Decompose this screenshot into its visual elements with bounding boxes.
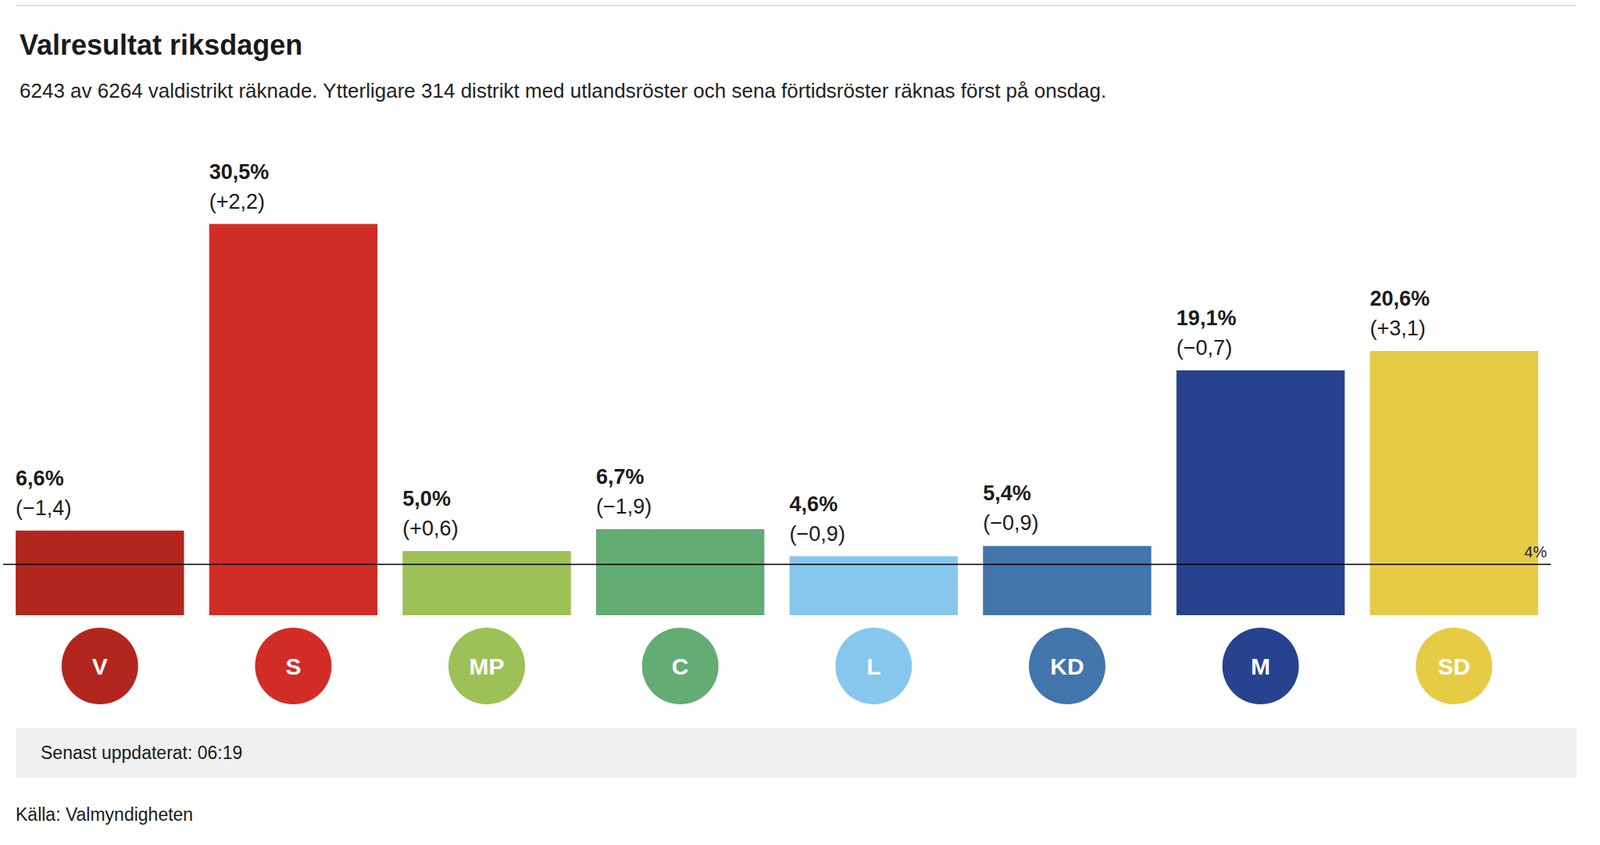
svg-text:Källa: Valmyndigheten: Källa: Valmyndigheten [15, 803, 193, 825]
svg-text:5,0%: 5,0% [402, 486, 451, 511]
svg-text:(−0,9): (−0,9) [982, 510, 1039, 535]
svg-text:19,1%: 19,1% [1176, 306, 1237, 330]
svg-text:4%: 4% [1524, 542, 1547, 561]
svg-text:(−1,4): (−1,4) [15, 496, 72, 520]
svg-text:Senast uppdaterat: 06:19: Senast uppdaterat: 06:19 [40, 742, 243, 763]
svg-text:(+3,1): (+3,1) [1369, 316, 1425, 340]
svg-text:C: C [671, 653, 690, 679]
svg-text:6,7%: 6,7% [596, 464, 645, 489]
svg-text:20,6%: 20,6% [1369, 286, 1430, 311]
svg-text:30,5%: 30,5% [209, 160, 270, 184]
svg-text:KD: KD [1050, 653, 1084, 679]
svg-text:V: V [92, 653, 108, 679]
svg-text:M: M [1250, 653, 1271, 679]
svg-text:(−0,7): (−0,7) [1176, 335, 1233, 360]
svg-text:SD: SD [1437, 653, 1471, 679]
svg-text:5,4%: 5,4% [982, 481, 1032, 505]
svg-text:6243 av 6264 valdistrikt räkna: 6243 av 6264 valdistrikt räknade. Ytterl… [19, 78, 1107, 103]
svg-text:4,6%: 4,6% [789, 492, 839, 516]
svg-text:(−1,9): (−1,9) [596, 494, 652, 518]
svg-text:(+2,2): (+2,2) [209, 189, 265, 214]
svg-text:Valresultat riksdagen: Valresultat riksdagen [19, 28, 303, 61]
svg-text:MP: MP [469, 653, 505, 679]
svg-text:(−0,9): (−0,9) [789, 521, 846, 546]
svg-text:(+0,6): (+0,6) [402, 516, 458, 540]
svg-text:L: L [866, 653, 881, 679]
svg-text:6,6%: 6,6% [15, 466, 65, 490]
svg-text:S: S [285, 653, 301, 679]
